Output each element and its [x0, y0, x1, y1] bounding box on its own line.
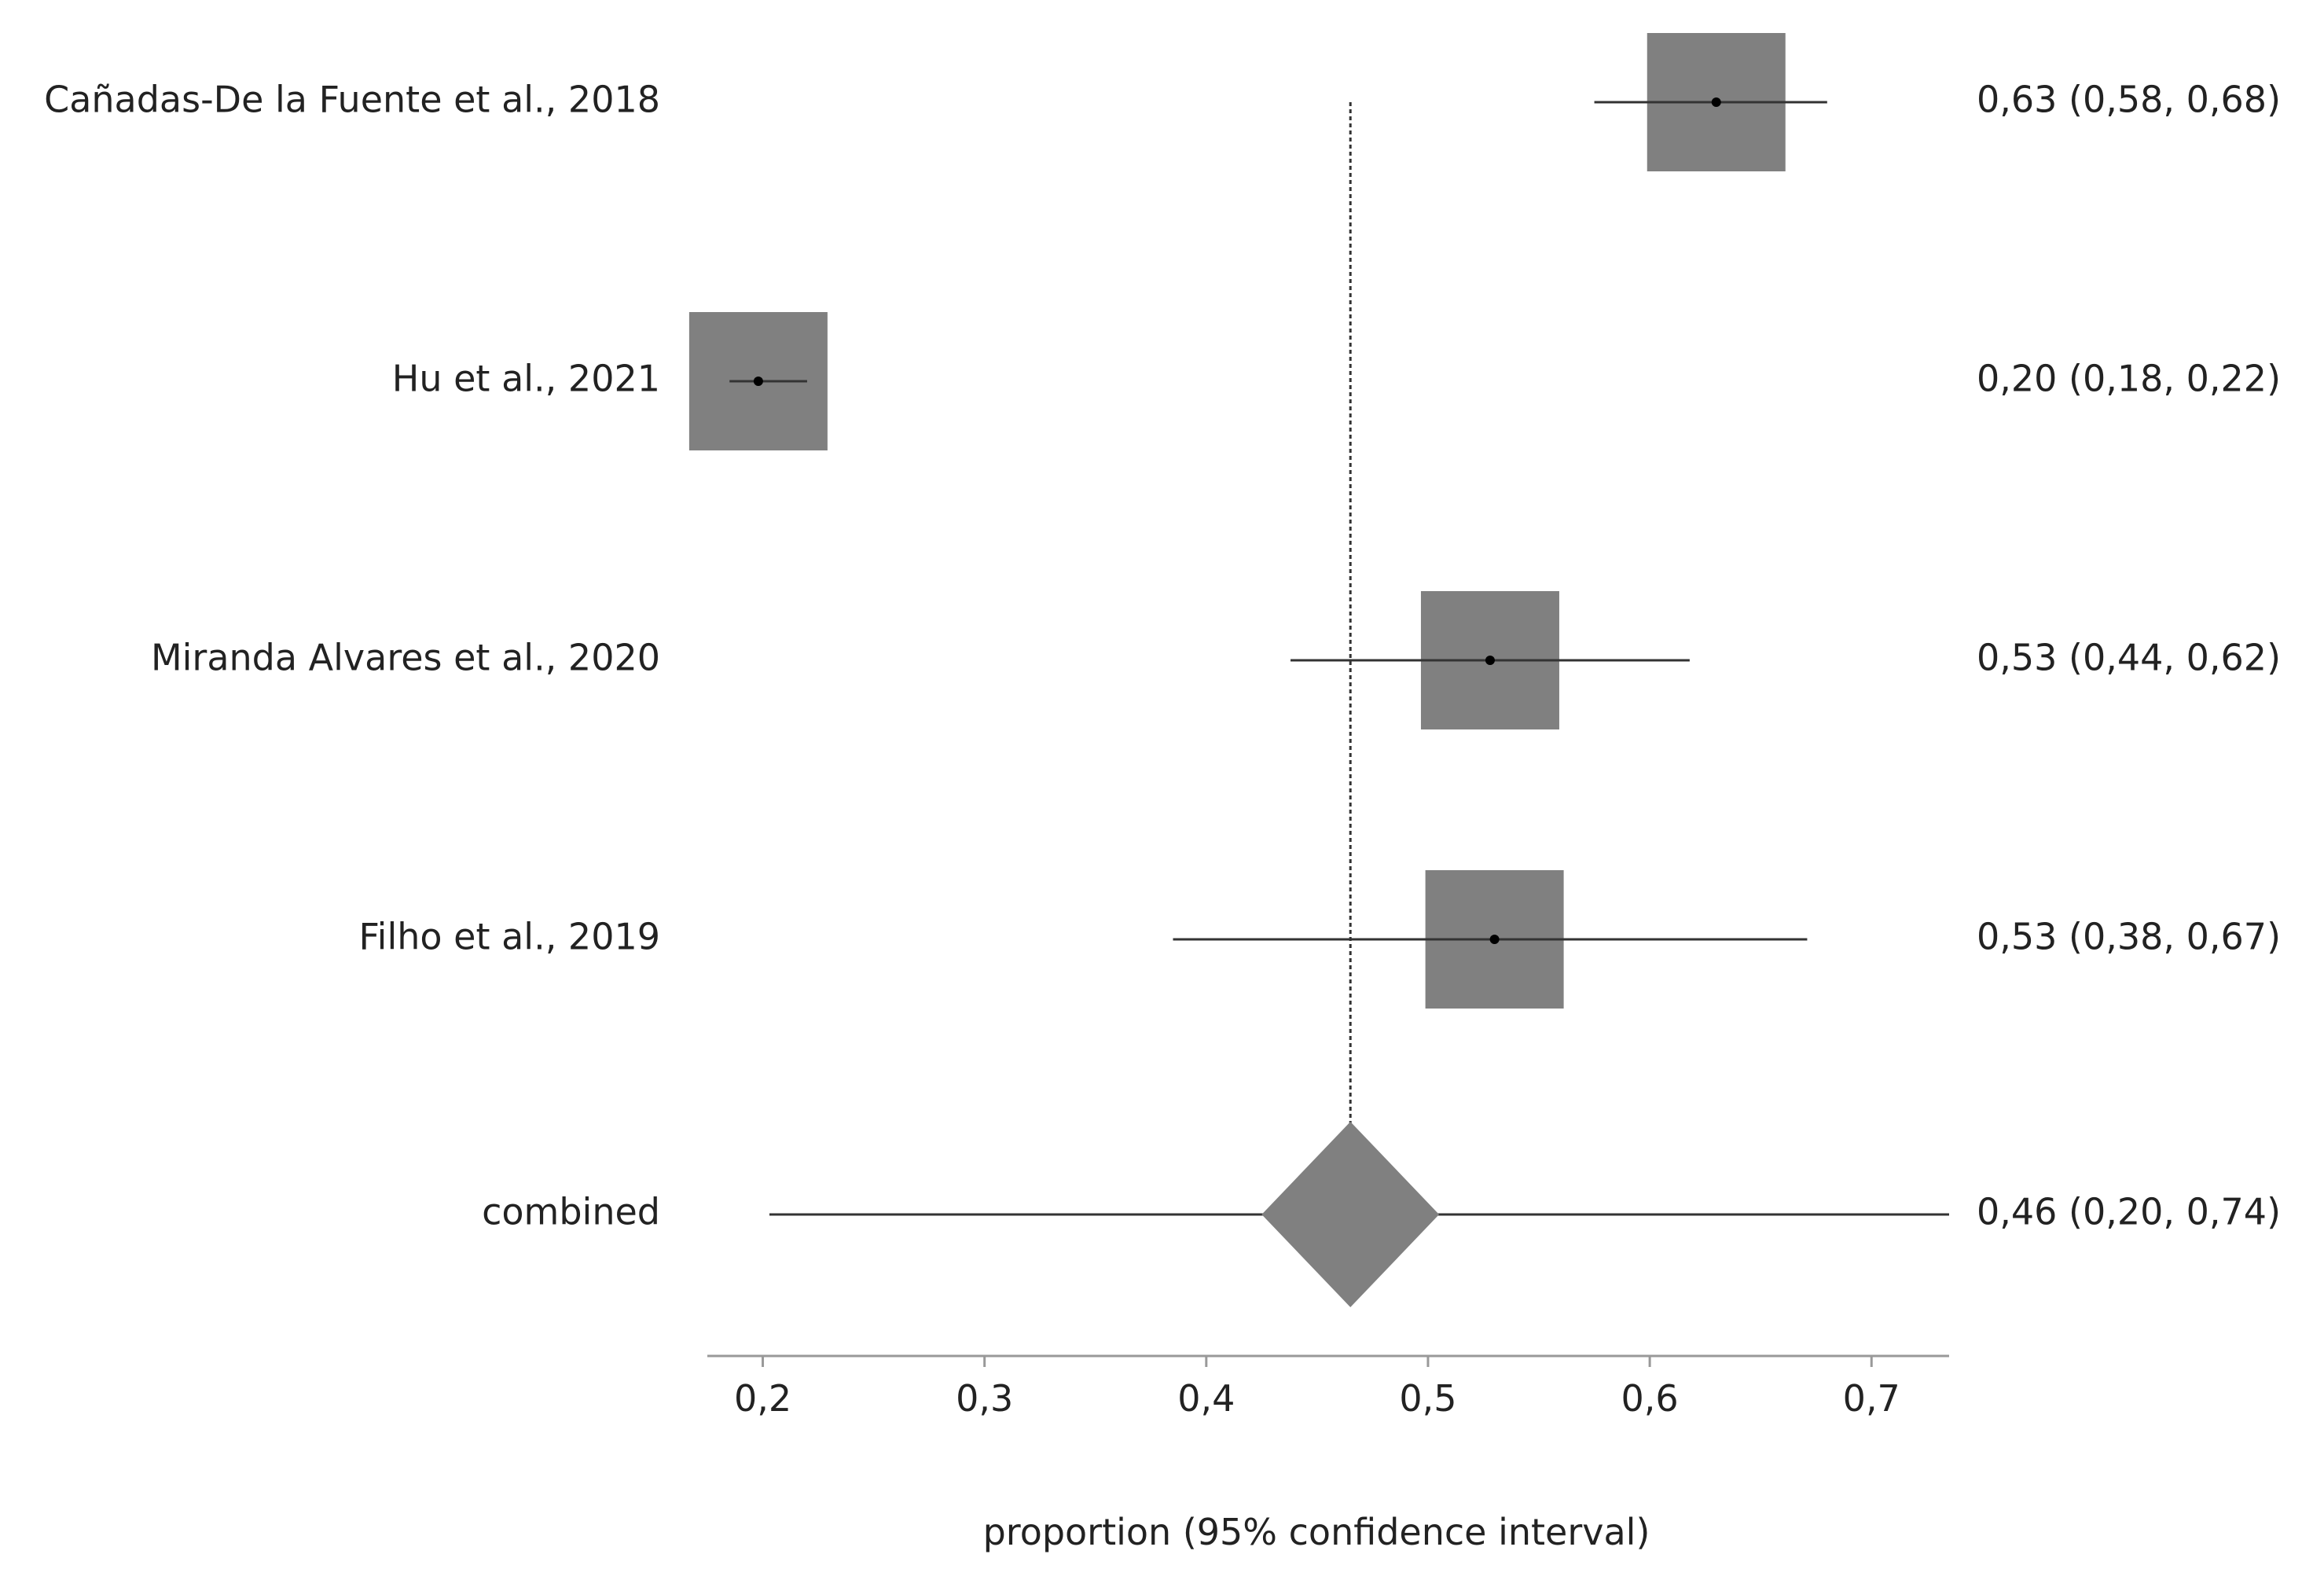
x-tick-label: 0,6: [1621, 1377, 1679, 1420]
study-name: Hu et al., 2021: [392, 358, 660, 400]
study-point-estimate: [1489, 935, 1500, 944]
combined-row: combined 0,46 (0,20, 0,74): [482, 1122, 2281, 1307]
study-name: Filho et al., 2019: [359, 916, 660, 958]
study-rows: Cañadas-De la Fuente et al., 2018 0,63 (0…: [44, 33, 2281, 1009]
study-value-label: 0,53 (0,38, 0,67): [1977, 916, 2281, 958]
x-axis: 0,2 0,3 0,4 0,5 0,6 0,7: [707, 1354, 1949, 1420]
x-tick-label: 0,5: [1399, 1377, 1456, 1420]
study-value-label: 0,53 (0,44, 0,62): [1977, 637, 2281, 679]
study-point-estimate: [1711, 97, 1721, 107]
study-value-label: 0,20 (0,18, 0,22): [1977, 358, 2281, 400]
study-value-label: 0,63 (0,58, 0,68): [1977, 79, 2281, 121]
combined-value-label: 0,46 (0,20, 0,74): [1977, 1191, 2281, 1233]
x-tick-label: 0,2: [734, 1377, 791, 1420]
x-axis-label: proportion (95% confidence interval): [983, 1511, 1650, 1553]
combined-diamond: [1261, 1122, 1440, 1307]
study-row: Filho et al., 2019 0,53 (0,38, 0,67): [359, 870, 2281, 1009]
study-row: Cañadas-De la Fuente et al., 2018 0,63 (0…: [44, 33, 2281, 171]
x-tick-label: 0,3: [956, 1377, 1013, 1420]
study-row: Hu et al., 2021 0,20 (0,18, 0,22): [392, 312, 2281, 450]
x-tick-label: 0,4: [1177, 1377, 1235, 1420]
combined-name: combined: [482, 1191, 660, 1233]
study-name: Cañadas-De la Fuente et al., 2018: [44, 79, 660, 121]
x-tick-label: 0,7: [1843, 1377, 1900, 1420]
study-name: Miranda Alvares et al., 2020: [151, 637, 660, 679]
study-point-estimate: [1485, 656, 1495, 665]
study-point-estimate: [753, 377, 763, 386]
study-row: Miranda Alvares et al., 2020 0,53 (0,44, …: [151, 591, 2281, 729]
